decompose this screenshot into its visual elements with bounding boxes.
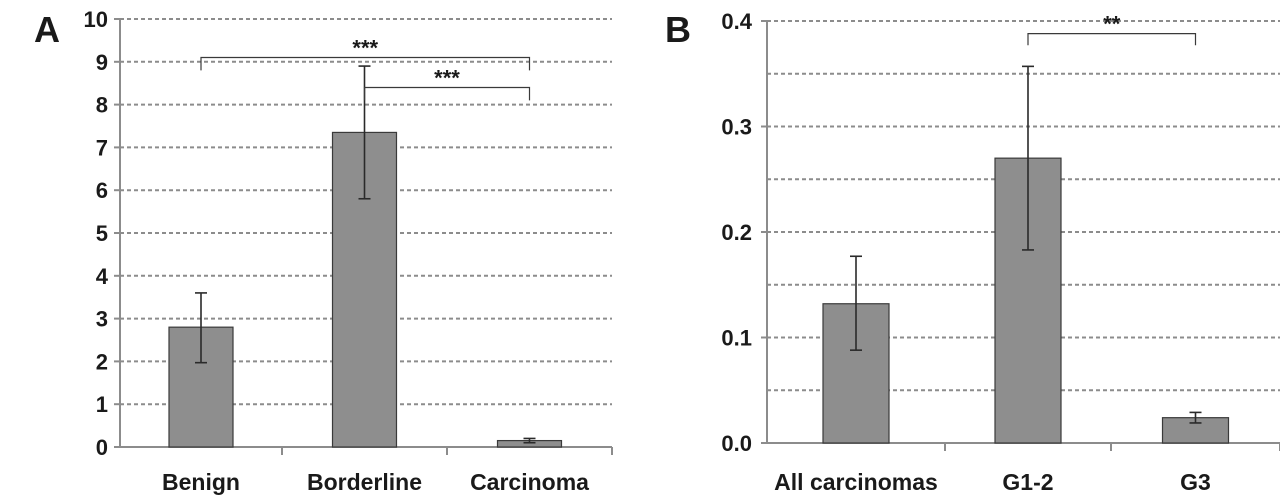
category-label: Carcinoma bbox=[470, 469, 589, 495]
y-tick-label: 1 bbox=[96, 392, 108, 417]
panel-label: A bbox=[34, 9, 60, 50]
category-label: G1-2 bbox=[1002, 469, 1053, 495]
significance-label: *** bbox=[352, 36, 378, 61]
significance-bracket bbox=[363, 86, 531, 101]
y-tick-label: 6 bbox=[96, 178, 108, 203]
y-tick-label: 8 bbox=[96, 93, 108, 118]
category-label: G3 bbox=[1180, 469, 1211, 495]
y-tick-label: 3 bbox=[96, 307, 108, 332]
significance-label: ** bbox=[1103, 12, 1121, 37]
y-tick-label: 0.3 bbox=[721, 115, 752, 140]
y-tick-label: 5 bbox=[96, 221, 108, 246]
category-label: All carcinomas bbox=[774, 469, 938, 495]
category-label: Borderline bbox=[307, 469, 422, 495]
y-tick-label: 0 bbox=[96, 435, 108, 460]
significance-label: *** bbox=[434, 65, 460, 90]
significance-bracket bbox=[200, 56, 531, 71]
y-tick-label: 0.0 bbox=[721, 431, 752, 456]
significance-bracket bbox=[1027, 33, 1197, 46]
chart-panel-b: B 0.0 0.1 0.2 0.3 0.4 All carcinomas G1-2 G3 ** bbox=[665, 9, 1280, 495]
panel-label: B bbox=[665, 9, 691, 50]
y-tick-label: 0.4 bbox=[721, 9, 752, 34]
y-tick-label: 7 bbox=[96, 135, 108, 160]
y-tick-label: 4 bbox=[96, 264, 109, 289]
y-tick-label: 2 bbox=[96, 349, 108, 374]
y-tick-label: 10 bbox=[84, 7, 108, 32]
category-label: Benign bbox=[162, 469, 240, 495]
chart-panel-a: A 0 1 2 3 4 5 6 7 8 9 10 Benign Borderline Carcinoma **… bbox=[34, 7, 613, 495]
y-tick-label: 9 bbox=[96, 50, 108, 75]
y-tick-label: 0.2 bbox=[721, 220, 752, 245]
y-tick-label: 0.1 bbox=[721, 326, 752, 351]
